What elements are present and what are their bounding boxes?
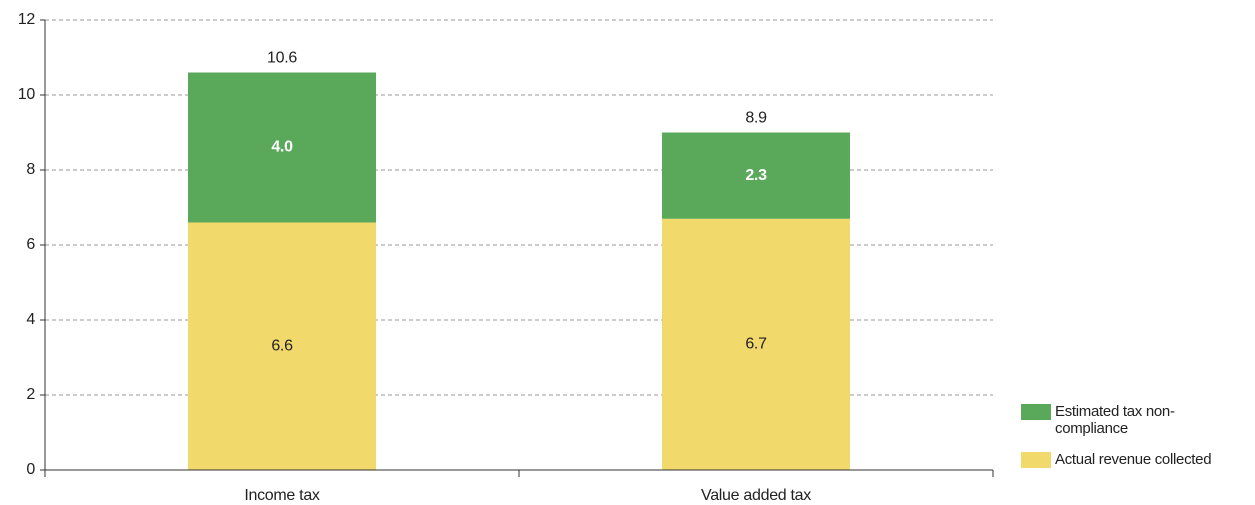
data-label: 6.7	[745, 336, 767, 353]
y-tick-label: 4	[26, 311, 35, 328]
bar-segment	[662, 218, 850, 470]
legend-label: Actual revenue collected	[1055, 451, 1212, 468]
data-label: 6.6	[271, 337, 293, 354]
total-label: 8.9	[745, 110, 767, 127]
data-label: 2.3	[745, 167, 767, 184]
legend-swatch	[1021, 404, 1051, 420]
x-tick-label: Value added tax	[701, 487, 811, 504]
y-tick-label: 12	[18, 11, 36, 28]
legend-swatch	[1021, 452, 1051, 468]
data-label: 4.0	[271, 139, 293, 156]
bar-segment	[188, 222, 376, 470]
total-label: 10.6	[267, 50, 297, 67]
y-tick-label: 6	[26, 236, 35, 253]
y-tick-label: 10	[18, 86, 36, 103]
x-tick-label: Income tax	[244, 487, 320, 504]
bar-segment	[188, 72, 376, 223]
legend-label: Estimated tax non-compliance	[1055, 403, 1175, 437]
y-tick-label: 0	[26, 461, 35, 478]
bar-segment	[662, 132, 850, 219]
y-tick-label: 8	[26, 161, 35, 178]
y-tick-label: 2	[26, 386, 35, 403]
